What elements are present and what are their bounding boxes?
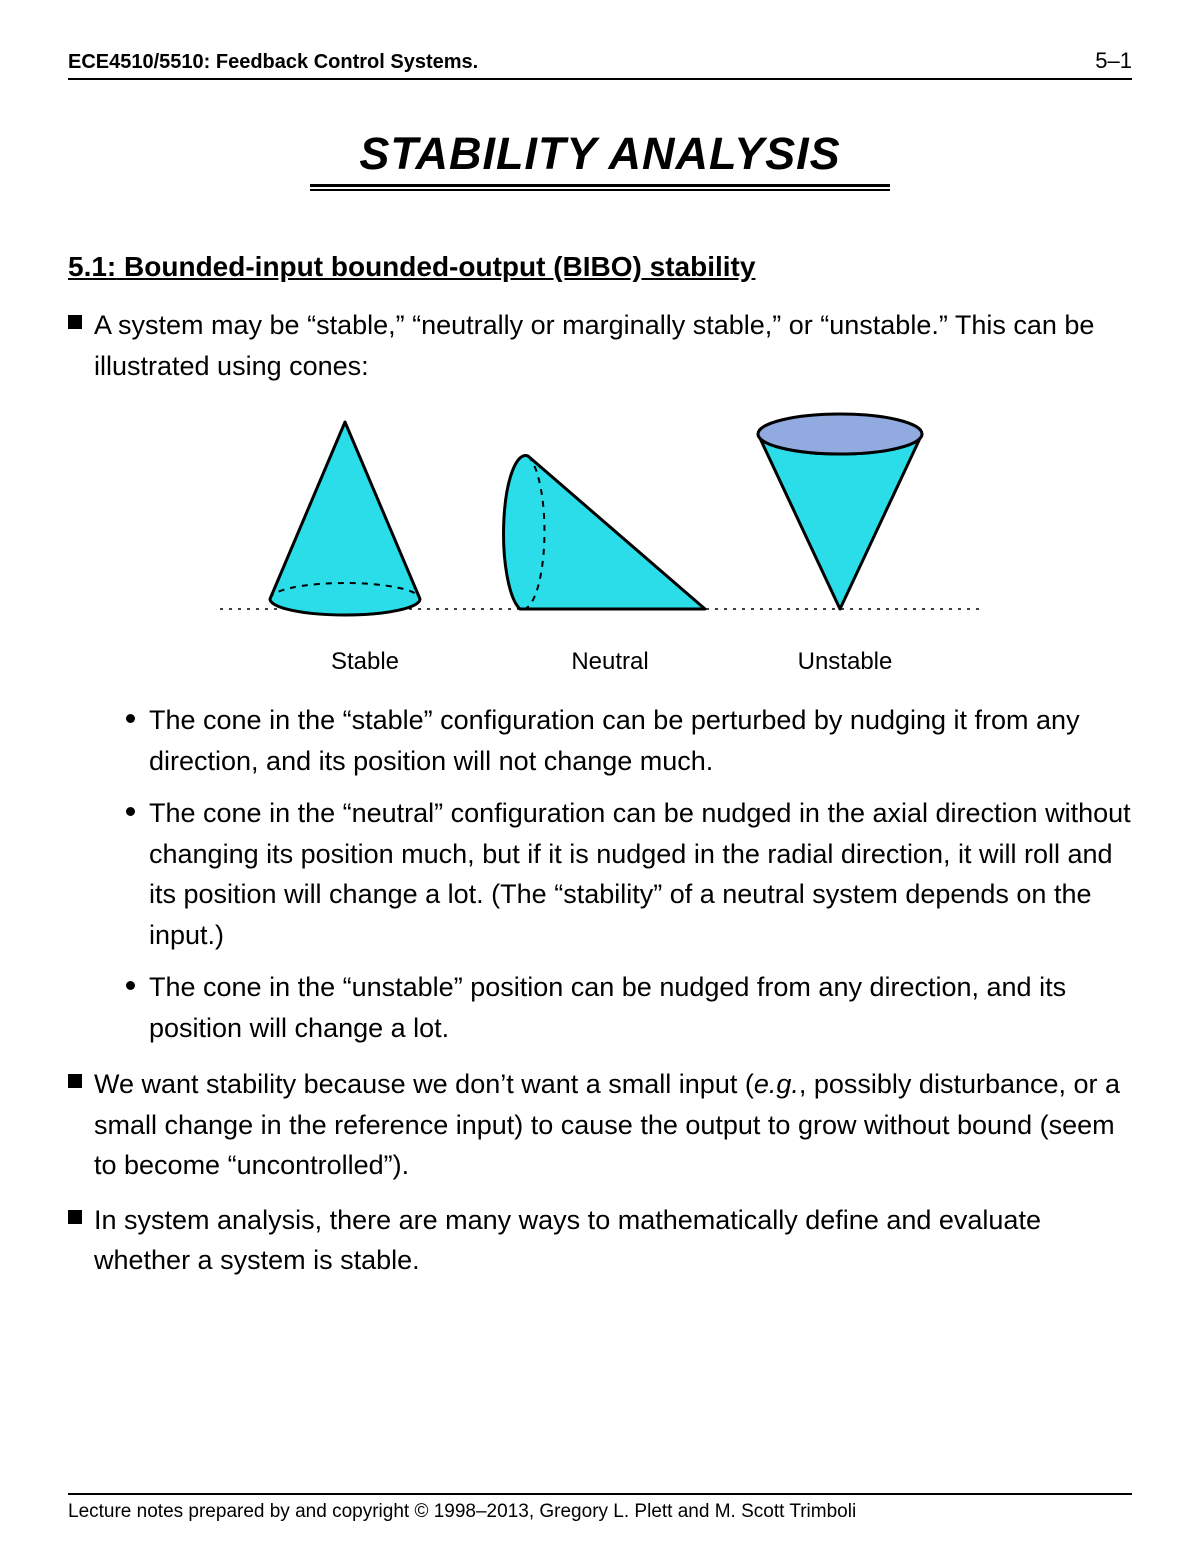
- page-title: STABILITY ANALYSIS: [68, 128, 1132, 180]
- analysis-text: In system analysis, there are many ways …: [94, 1200, 1132, 1281]
- intro-text: A system may be “stable,” “neutrally or …: [94, 305, 1132, 386]
- sub1-text: The cone in the “stable” configuration c…: [149, 700, 1132, 781]
- want-part1: We want stability because we don’t want …: [94, 1069, 754, 1099]
- page-footer: Lecture notes prepared by and copyright …: [68, 1493, 1132, 1523]
- square-bullet-icon: [68, 1210, 82, 1224]
- cone-diagram-svg: [220, 404, 980, 634]
- page-header: ECE4510/5510: Feedback Control Systems. …: [68, 48, 1132, 80]
- sub-bullet-2: The cone in the “neutral” configuration …: [126, 793, 1132, 955]
- title-underline: [68, 184, 1132, 191]
- section-number: 5.1:: [68, 251, 116, 282]
- label-neutral: Neutral: [490, 648, 730, 676]
- page-number: 5–1: [1095, 48, 1132, 74]
- want-eg: e.g.: [754, 1069, 799, 1099]
- label-stable: Stable: [240, 648, 490, 676]
- bullet-want: We want stability because we don’t want …: [68, 1064, 1132, 1186]
- want-text: We want stability because we don’t want …: [94, 1064, 1132, 1186]
- dot-bullet-icon: [126, 981, 135, 990]
- section-heading: 5.1: Bounded-input bounded-output (BIBO)…: [68, 251, 1132, 283]
- dot-bullet-icon: [126, 714, 135, 723]
- cone-labels-row: Stable Neutral Unstable: [68, 648, 1132, 676]
- square-bullet-icon: [68, 315, 82, 329]
- square-bullet-icon: [68, 1074, 82, 1088]
- sub-bullet-3: The cone in the “unstable” position can …: [126, 967, 1132, 1048]
- sub3-text: The cone in the “unstable” position can …: [149, 967, 1132, 1048]
- sub-bullet-list: The cone in the “stable” configuration c…: [126, 700, 1132, 1048]
- label-unstable: Unstable: [730, 648, 960, 676]
- sub-bullet-1: The cone in the “stable” configuration c…: [126, 700, 1132, 781]
- course-label: ECE4510/5510: Feedback Control Systems.: [68, 51, 478, 74]
- bullet-intro: A system may be “stable,” “neutrally or …: [68, 305, 1132, 386]
- dot-bullet-icon: [126, 807, 135, 816]
- sub2-text: The cone in the “neutral” configuration …: [149, 793, 1132, 955]
- bullet-analysis: In system analysis, there are many ways …: [68, 1200, 1132, 1281]
- section-label: Bounded-input bounded-output (BIBO) stab…: [124, 251, 755, 282]
- cone-diagram: [68, 404, 1132, 634]
